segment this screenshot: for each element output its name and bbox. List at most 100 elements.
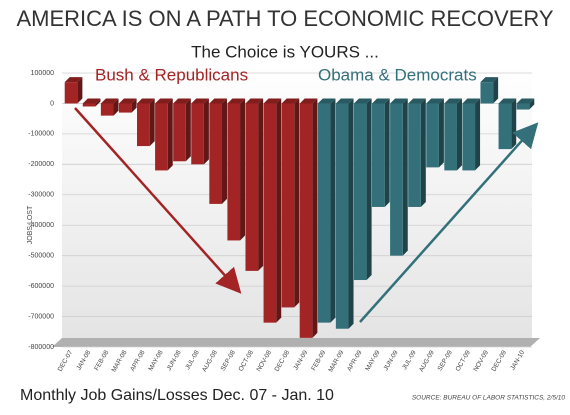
x-tick-label: JAN-09 <box>292 349 309 372</box>
bar-top <box>263 98 282 104</box>
y-tick-label: -600000 <box>28 283 54 290</box>
bar-top <box>444 98 462 104</box>
bar-side <box>221 98 227 204</box>
bar <box>353 103 367 281</box>
arrow <box>359 122 539 323</box>
bar-top <box>353 98 372 104</box>
bar-side <box>240 98 246 241</box>
y-tick-label: -500000 <box>28 253 54 260</box>
bar-side <box>149 98 155 147</box>
bar <box>245 103 259 271</box>
bar-side <box>475 98 481 171</box>
x-tick-label: OCT-09 <box>455 349 473 373</box>
x-tick-label: JUN-09 <box>383 349 400 372</box>
x-tick-label: AUG-09 <box>418 349 436 373</box>
bar-top <box>64 77 83 83</box>
bar-side <box>312 98 318 338</box>
bar-side <box>348 98 354 329</box>
y-tick-label: -400000 <box>28 222 54 229</box>
x-tick-label: JUN-08 <box>166 349 183 372</box>
bar-side <box>438 98 444 168</box>
x-tick-label: SEP-09 <box>437 349 454 372</box>
bar-top <box>82 98 101 104</box>
bar <box>299 103 313 338</box>
bar-top <box>191 98 209 104</box>
bar-top <box>299 98 318 104</box>
x-tick-label: FEB-09 <box>310 349 327 372</box>
y-tick-label: -800000 <box>28 344 54 351</box>
x-tick-label: DEC-08 <box>274 349 292 373</box>
bar <box>173 103 186 162</box>
x-tick-label: JUL-09 <box>401 349 418 371</box>
x-tick-label: JAN-10 <box>509 349 526 372</box>
y-tick-label: -700000 <box>28 313 54 320</box>
bar <box>480 82 494 104</box>
bar-top <box>462 98 481 104</box>
x-tick-label: MAR-08 <box>111 349 129 373</box>
bar-side <box>95 98 101 107</box>
bar-side <box>493 77 499 104</box>
x-tick-label: JUL-08 <box>184 349 201 371</box>
bar-side <box>167 98 173 171</box>
bar-top <box>173 98 191 104</box>
x-tick-label: APR-08 <box>129 349 147 373</box>
bar <box>137 103 150 147</box>
y-axis-label: JOBS LOST <box>27 205 34 244</box>
bar <box>317 103 331 323</box>
floor <box>52 338 540 347</box>
bar-top <box>516 98 535 104</box>
bar <box>227 103 241 241</box>
source: SOURCE: BUREAU OF LABOR STATISTICS, 2/5/… <box>412 395 566 402</box>
bar-side <box>131 98 137 113</box>
bar <box>191 103 204 165</box>
bar-side <box>384 98 390 207</box>
x-tick-label: DEC-09 <box>490 349 508 373</box>
bar <box>390 103 403 256</box>
bar-top <box>317 98 336 104</box>
x-tick-label: NOV-09 <box>472 349 490 373</box>
bar-top <box>498 98 517 104</box>
bar <box>335 103 349 329</box>
bar-side <box>456 98 462 171</box>
bar-top <box>480 77 499 83</box>
bar <box>118 103 132 113</box>
bar-top <box>245 98 264 104</box>
bar <box>263 103 277 323</box>
bar <box>462 103 476 171</box>
x-tick-label: DEC-07 <box>57 349 75 373</box>
bar-top <box>281 98 300 104</box>
bar <box>64 82 78 104</box>
x-tick-label: SEP-08 <box>220 349 237 372</box>
bar-top <box>155 98 173 104</box>
bar-side <box>420 98 426 207</box>
bar-side <box>330 98 336 323</box>
arrow <box>74 107 242 294</box>
bar <box>372 103 385 207</box>
bar-top <box>390 98 408 104</box>
x-tick-label: FEB-08 <box>93 349 110 372</box>
y-tick-label: -300000 <box>28 192 54 199</box>
y-tick-label: -200000 <box>28 161 54 168</box>
bar-side <box>185 98 191 162</box>
x-tick-label: JAN-08 <box>75 349 92 372</box>
bar-side <box>529 98 535 110</box>
bar-top <box>100 98 119 104</box>
bar-top <box>426 98 444 104</box>
bar-side <box>258 98 264 271</box>
bar-side <box>511 98 517 150</box>
bar-side <box>366 98 372 281</box>
bar <box>100 103 114 116</box>
bar <box>281 103 295 308</box>
y-tick-label: -100000 <box>28 131 54 138</box>
bar-side <box>276 98 282 323</box>
bar <box>82 103 96 107</box>
x-tick-label: NOV-08 <box>255 349 273 373</box>
bar-top <box>209 98 227 104</box>
x-tick-label: MAR-09 <box>327 349 345 373</box>
bar-side <box>113 98 119 116</box>
chart-subtitle: The Choice is YOURS ... <box>191 42 379 61</box>
bar <box>498 103 512 150</box>
chart-title: AMERICA IS ON A PATH TO ECONOMIC RECOVER… <box>16 6 553 31</box>
bar-side <box>402 98 408 256</box>
